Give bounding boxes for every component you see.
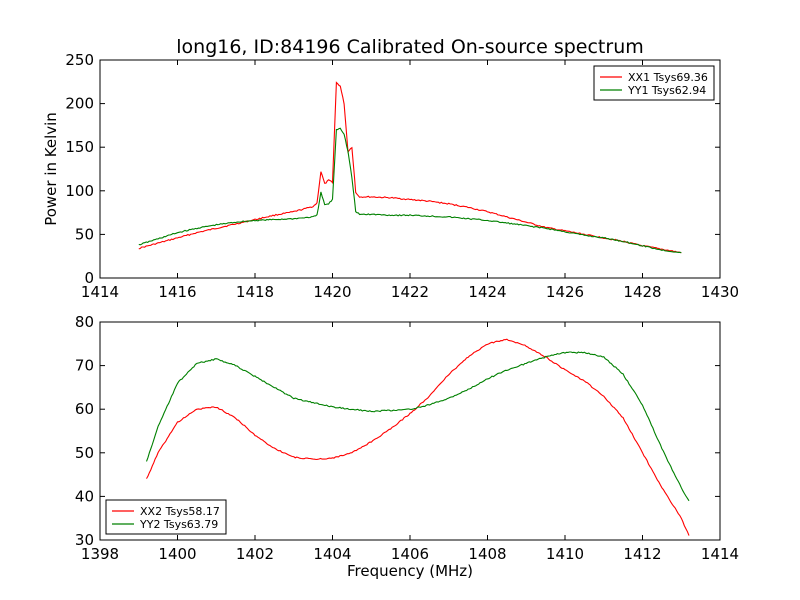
y-tick-label: 80 [75, 313, 94, 331]
x-tick-label: 1414 [701, 545, 739, 563]
x-tick-label: 1416 [158, 283, 196, 301]
series-line-yy1 [138, 127, 682, 254]
x-tick-label: 1414 [81, 283, 119, 301]
x-tick-label: 1430 [701, 283, 739, 301]
bottom-plot: 1398 1400 1402 1404 1406 1408 1410 1412 1414 30 40… [75, 313, 739, 563]
legend-label: YY1 Tsys62.94 [627, 84, 706, 97]
x-tick-label: 1424 [468, 283, 506, 301]
x-tick-label: 1406 [391, 545, 429, 563]
legend-label: XX1 Tsys69.36 [628, 71, 708, 84]
x-tick-label: 1398 [81, 545, 119, 563]
y-tick-label: 0 [84, 269, 94, 287]
x-tick-label: 1426 [546, 283, 584, 301]
y-tick-label: 150 [65, 138, 94, 156]
x-axis-label: Frequency (MHz) [347, 562, 473, 580]
series-line-yy2 [145, 351, 690, 502]
x-tick-label: 1410 [546, 545, 584, 563]
top-plot: 1414 1416 1418 1420 1422 1424 1426 1428 1430 0 50 1… [65, 51, 739, 301]
y-tick-label: 50 [75, 444, 94, 462]
x-tick-label: 1400 [158, 545, 196, 563]
series-line-xx1 [138, 81, 682, 254]
y-axis-label: Power in Kelvin [42, 112, 60, 226]
x-tick-label: 1408 [468, 545, 506, 563]
x-tick-label: 1418 [236, 283, 274, 301]
y-tick-label: 250 [65, 51, 94, 69]
series-line-xx2 [146, 338, 690, 536]
x-tick-label: 1420 [313, 283, 351, 301]
y-tick-label: 70 [75, 357, 94, 375]
x-tick-label: 1428 [623, 283, 661, 301]
x-tick-label: 1402 [236, 545, 274, 563]
y-tick-label: 100 [65, 182, 94, 200]
x-tick-label: 1404 [313, 545, 351, 563]
chart-title: long16, ID:84196 Calibrated On-source sp… [176, 36, 644, 58]
y-tick-label: 50 [75, 225, 94, 243]
x-tick-label: 1412 [623, 545, 661, 563]
y-tick-label: 30 [75, 531, 94, 549]
legend-label: YY2 Tsys63.79 [139, 518, 218, 531]
y-tick-label: 60 [75, 400, 94, 418]
y-tick-label: 200 [65, 95, 94, 113]
legend-label: XX2 Tsys58.17 [140, 505, 220, 518]
x-tick-label: 1422 [391, 283, 429, 301]
y-tick-label: 40 [75, 487, 94, 505]
